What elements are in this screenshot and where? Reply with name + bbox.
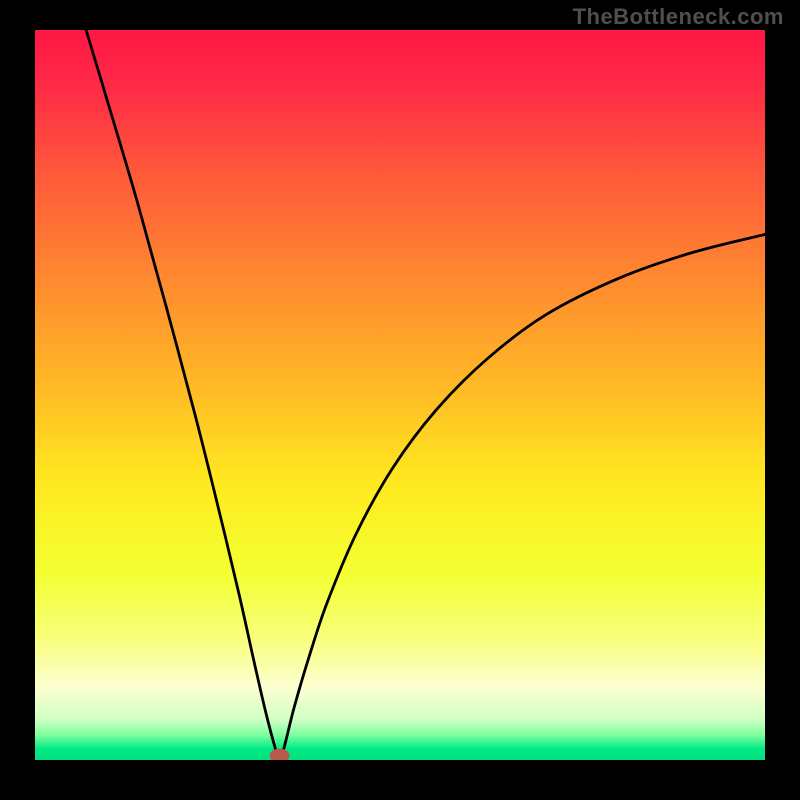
watermark-text: TheBottleneck.com bbox=[573, 4, 784, 30]
chart-container: TheBottleneck.com bbox=[0, 0, 800, 800]
curve-layer bbox=[35, 30, 765, 760]
plot-area bbox=[35, 30, 765, 760]
gradient-background bbox=[35, 30, 765, 760]
